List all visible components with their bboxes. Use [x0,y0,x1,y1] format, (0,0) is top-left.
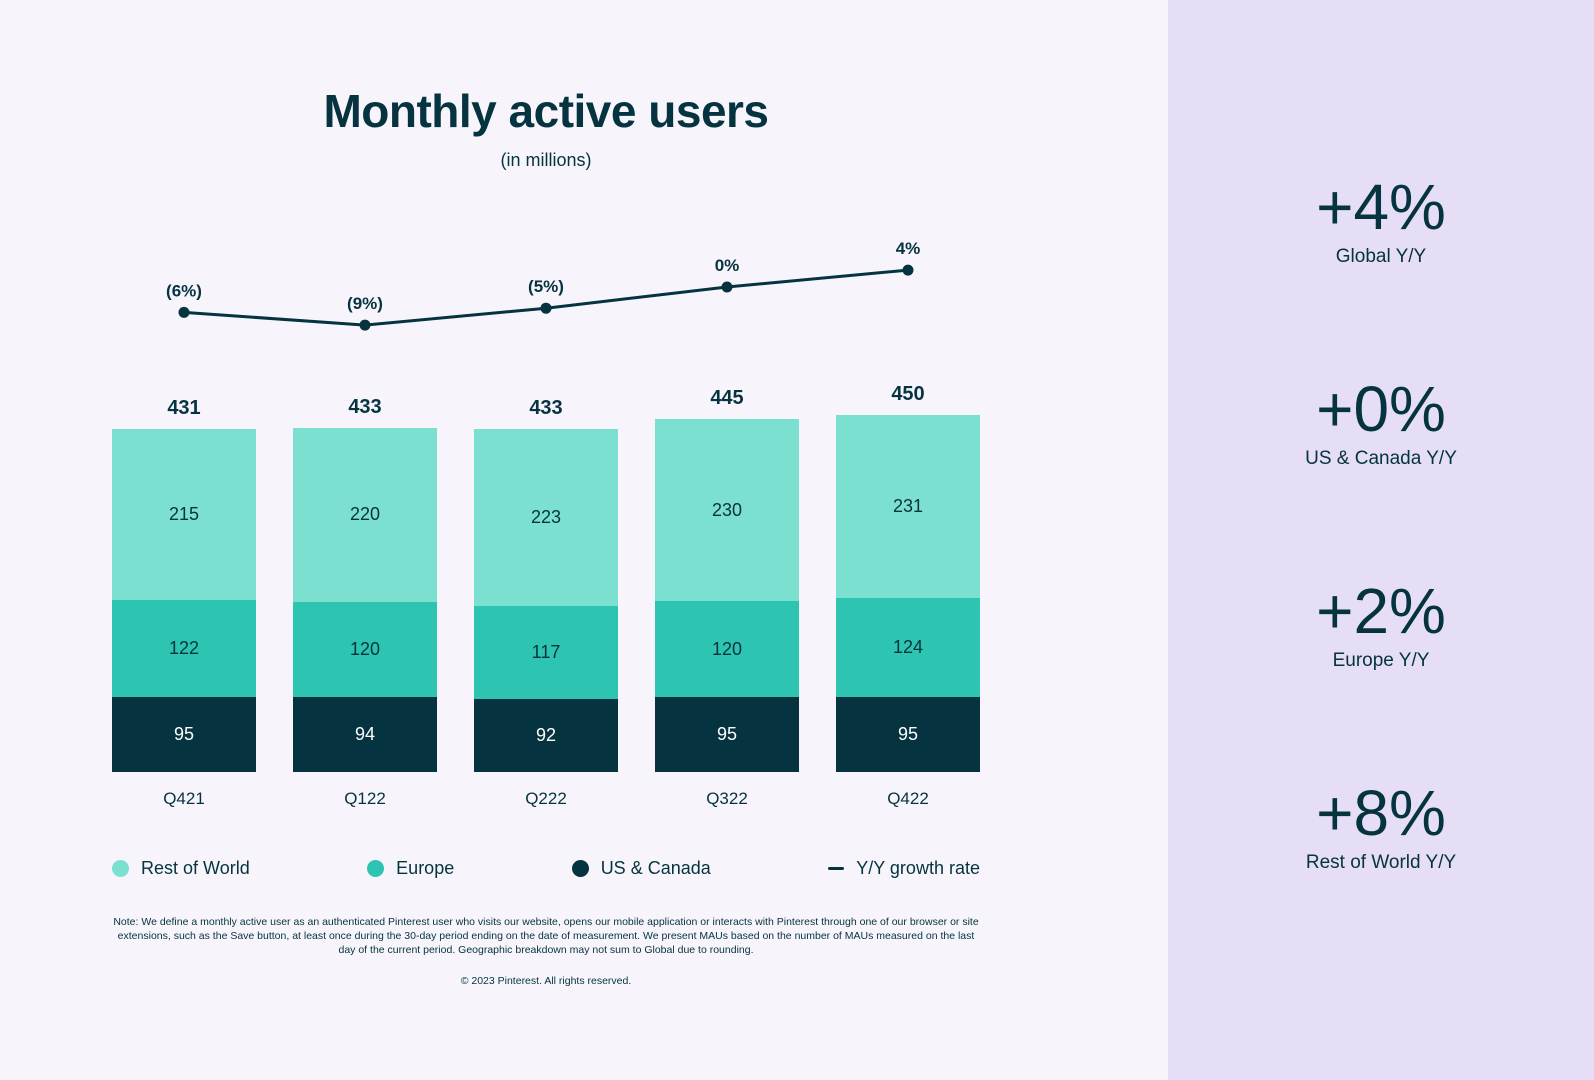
bar-column-q421: 431 95 122 215 Q421 [112,396,256,810]
legend-label: Y/Y growth rate [856,858,980,878]
legend-dot-swatch [571,860,589,877]
growth-point [721,281,733,293]
x-axis-label: Q222 [525,789,567,808]
bar-segment-us-canada: 95 [112,696,256,772]
growth-point [178,306,190,318]
bar-segment-europe: 122 [112,599,256,697]
bar-segment-europe: 120 [655,601,799,697]
growth-value-label: (6%) [166,281,202,300]
legend-item-rest-of-world: Rest of World [112,858,250,879]
bar-total-label: 431 [167,397,201,420]
growth-line-chart: (6%) (9%) (5%) 0% 4% [166,239,921,331]
growth-point [359,319,371,331]
footnote: Note: We define a monthly active user as… [113,916,979,957]
x-axis-label: Q122 [344,789,386,808]
bar-segment-us-canada: 95 [655,696,799,772]
stat-label: Europe Y/Y [1332,650,1430,671]
chart-subtitle: (in millions) [500,150,592,170]
bar-stack: 92 117 223 [474,429,618,772]
x-axis-label: Q422 [887,789,929,808]
bar-segment-europe: 120 [293,602,437,698]
legend-label: Rest of World [141,858,250,878]
bar-column-q422: 450 95 124 231 Q422 [836,382,980,810]
legend-item-us-canada: US & Canada [571,858,711,879]
growth-point [902,264,914,276]
bar-stack: 95 122 215 [112,429,256,772]
stat-label: US & Canada Y/Y [1305,448,1457,469]
bar-segment-us-canada: 95 [836,696,980,772]
legend-label: US & Canada [600,858,711,878]
bar-segment-rest-of-world: 231 [836,414,980,599]
bar-column-q222: 433 92 117 223 Q222 [474,396,618,810]
bar-total-label: 433 [348,395,382,418]
growth-value-label: 4% [896,239,921,258]
stats-panel: +4% Global Y/Y +0% US & Canada Y/Y +2% Europe… [1168,0,1594,1080]
x-axis-label: Q421 [163,789,205,808]
bar-segment-rest-of-world: 220 [293,427,437,603]
bar-stack: 95 124 231 [836,414,980,772]
bar-segment-rest-of-world: 223 [474,429,618,607]
legend-dot-swatch [112,860,129,877]
stat-value: +4% [1316,171,1446,243]
legend: Rest of World Europe US & Canada Y/Y growth… [112,858,980,879]
stat-label: Global Y/Y [1335,246,1427,267]
bar-segment-europe: 117 [474,606,618,699]
stat-value: +8% [1316,777,1446,849]
growth-point [540,302,552,314]
legend-item-y-y-growth-rate: Y/Y growth rate [828,858,980,879]
bar-total-label: 445 [710,386,744,409]
stacked-bar-chart: 431 95 122 215 Q421 433 94 120 220 Q122 433 92 117 22… [112,382,980,810]
stat-us-canada-y-y: +0% US & Canada Y/Y [1305,372,1457,472]
bar-segment-europe: 124 [836,598,980,697]
x-axis-label: Q322 [706,789,748,808]
bar-total-label: 450 [891,382,925,405]
growth-value-label: 0% [715,256,740,275]
bar-total-label: 433 [529,397,563,420]
bar-column-q122: 433 94 120 220 Q122 [293,395,437,810]
growth-value-label: (5%) [528,277,564,296]
legend-label: Europe [396,858,455,878]
bar-stack: 95 120 230 [655,418,799,772]
copyright: © 2023 Pinterest. All rights reserved. [460,975,632,987]
bar-segment-us-canada: 94 [293,697,437,772]
bar-column-q322: 445 95 120 230 Q322 [655,386,799,810]
stat-value: +0% [1316,373,1446,445]
legend-dash-swatch [828,866,845,871]
legend-dot-swatch [367,860,385,877]
stat-europe-y-y: +2% Europe Y/Y [1316,574,1446,674]
chart-title: Monthly active users [323,85,769,137]
bar-segment-us-canada: 92 [474,699,618,772]
bar-stack: 94 120 220 [293,427,437,772]
bar-segment-rest-of-world: 230 [655,418,799,602]
stat-label: Rest of World Y/Y [1305,852,1457,873]
stat-value: +2% [1316,575,1446,647]
stat-rest-of-world-y-y: +8% Rest of World Y/Y [1306,776,1456,876]
bar-segment-rest-of-world: 215 [112,429,256,600]
chart-panel: Monthly active users (in millions) (6%)(… [112,85,980,987]
stat-global-y-y: +4% Global Y/Y [1316,170,1446,270]
legend-item-europe: Europe [367,858,454,879]
growth-value-label: (9%) [347,294,383,313]
